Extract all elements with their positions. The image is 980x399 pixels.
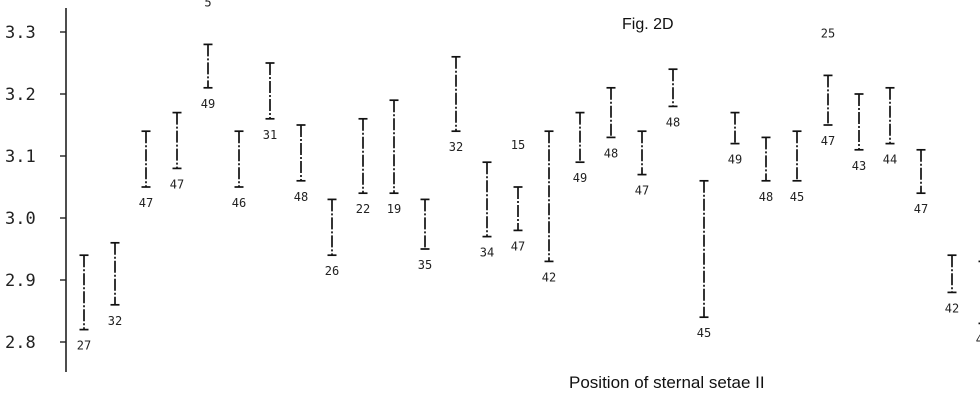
error-bar: 49 — [976, 260, 980, 346]
error-bar: 47 — [914, 148, 928, 216]
error-bar: 27 — [77, 254, 91, 353]
error-bar: 47 — [635, 130, 649, 198]
error-bar: 26 — [325, 198, 339, 278]
error-bar: 34 — [480, 161, 494, 260]
sample-size-label: 48 — [604, 146, 618, 160]
sample-size-label: 42 — [945, 301, 959, 315]
sample-size-label: 34 — [480, 246, 494, 260]
y-tick-label: 2.8 — [5, 333, 36, 353]
error-bar: 48 — [604, 86, 618, 160]
y-tick-label: 3.2 — [5, 85, 36, 105]
error-bar: 42 — [945, 254, 959, 315]
sample-size-label: 47 — [635, 184, 649, 198]
sample-size-label: 32 — [449, 140, 463, 154]
sample-size-label: 49 — [201, 97, 215, 111]
error-bar: 32 — [449, 55, 463, 154]
sample-size-label: 47 — [170, 177, 184, 191]
top-label: 5 — [204, 0, 211, 9]
sample-size-label: 48 — [666, 115, 680, 129]
error-bar: 43 — [852, 93, 866, 173]
error-bar: 49 — [728, 111, 742, 167]
sample-size-label: 45 — [697, 326, 711, 340]
error-bar: 47 25 — [821, 26, 835, 148]
top-label: 25 — [821, 26, 835, 40]
y-tick-label: 2.9 — [5, 271, 36, 291]
chart-title: Fig. 2D — [622, 16, 674, 33]
error-bar: 49 5 — [201, 0, 215, 111]
sample-size-label: 42 — [542, 270, 556, 284]
error-bar: 32 — [108, 241, 122, 328]
error-bar: 44 — [883, 86, 897, 167]
error-bar: 31 — [263, 62, 277, 142]
error-bars: 27 32 47 47 49 5 46 31 48 26 22 19 35 32 34 47 15 42 49 48 4… — [77, 0, 980, 353]
error-bar: 42 — [542, 130, 556, 284]
sample-size-label: 31 — [263, 128, 277, 142]
error-bar: 35 — [418, 198, 432, 272]
error-bar: 45 — [790, 130, 804, 204]
sample-size-label: 35 — [418, 258, 432, 272]
sample-size-label: 27 — [77, 339, 91, 353]
error-bar: 47 — [139, 130, 153, 210]
sample-size-label: 47 — [821, 134, 835, 148]
y-tick-label: 3.0 — [5, 209, 36, 229]
sample-size-label: 19 — [387, 202, 401, 216]
error-bar: 48 — [759, 136, 773, 204]
sample-size-label: 22 — [356, 202, 370, 216]
error-bar: 19 — [387, 99, 401, 216]
sample-size-label: 46 — [232, 196, 246, 210]
sample-size-label: 48 — [759, 190, 773, 204]
sample-size-label: 44 — [883, 153, 897, 167]
error-bar: 45 — [697, 179, 711, 340]
sample-size-label: 49 — [728, 153, 742, 167]
error-bar: 47 — [170, 111, 184, 191]
x-axis-label: Position of sternal setae II — [569, 373, 765, 392]
sample-size-label: 47 — [139, 196, 153, 210]
y-tick-label: 3.1 — [5, 147, 36, 167]
sample-size-label: 43 — [852, 159, 866, 173]
axes: 3.3 3.2 3.1 3.0 2.9 2.8 — [5, 8, 67, 372]
error-bar: 22 — [356, 117, 370, 216]
sample-size-label: 49 — [573, 171, 587, 185]
top-label: 15 — [511, 138, 525, 152]
error-bar: 48 — [294, 124, 308, 204]
sample-size-label: 48 — [294, 190, 308, 204]
error-bar: 49 — [573, 111, 587, 185]
sample-size-label: 26 — [325, 264, 339, 278]
sample-size-label: 49 — [976, 332, 980, 346]
sample-size-label: 47 — [511, 239, 525, 253]
y-tick-label: 3.3 — [5, 23, 36, 43]
sample-size-label: 45 — [790, 190, 804, 204]
sample-size-label: 47 — [914, 202, 928, 216]
error-bar: 47 15 — [511, 138, 525, 253]
sample-size-label: 32 — [108, 314, 122, 328]
error-bar: 46 — [232, 130, 246, 210]
error-bar: 48 — [666, 68, 680, 129]
